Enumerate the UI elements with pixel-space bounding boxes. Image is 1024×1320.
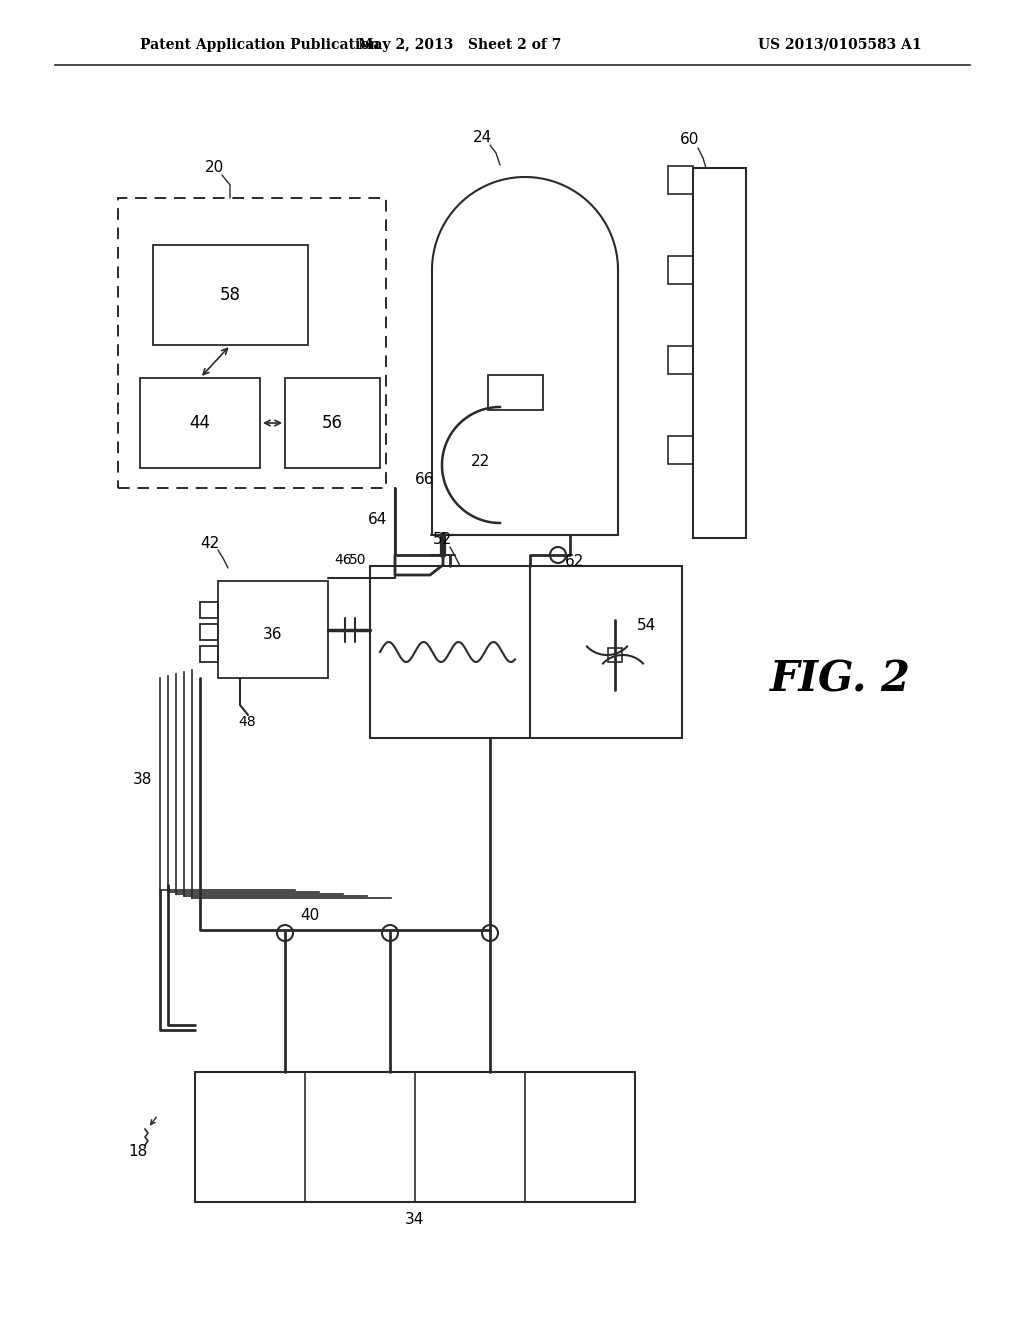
Text: 46: 46 [334,553,352,568]
Text: 50: 50 [349,553,367,568]
Text: 38: 38 [132,772,152,788]
Text: 44: 44 [189,414,211,432]
Bar [668,436,693,465]
Text: 58: 58 [220,286,241,304]
Bar [668,166,693,194]
Text: 54: 54 [637,618,656,632]
Bar [285,378,380,469]
Text: 48: 48 [239,715,256,729]
Text: 34: 34 [406,1213,425,1228]
Text: 60: 60 [680,132,699,148]
Bar [140,378,260,469]
Bar [370,566,682,738]
Text: 20: 20 [206,161,224,176]
Text: 52: 52 [433,532,453,548]
Bar [218,581,328,678]
Text: 66: 66 [416,473,435,487]
Bar [488,375,543,411]
Text: Patent Application Publication: Patent Application Publication [140,38,380,51]
Bar [153,246,308,345]
Bar [668,346,693,374]
Text: 36: 36 [263,627,283,642]
Text: 64: 64 [369,512,388,528]
Text: 56: 56 [322,414,343,432]
Bar [195,1072,635,1203]
Bar [608,648,622,663]
Text: 62: 62 [565,554,585,569]
Text: FIG. 2: FIG. 2 [769,659,910,701]
Bar [200,645,218,663]
Text: May 2, 2013   Sheet 2 of 7: May 2, 2013 Sheet 2 of 7 [358,38,562,51]
Text: 42: 42 [201,536,219,550]
Text: 22: 22 [470,454,489,470]
Bar [118,198,386,488]
Text: US 2013/0105583 A1: US 2013/0105583 A1 [758,38,922,51]
Bar [200,624,218,640]
Text: 40: 40 [300,908,319,923]
Text: 18: 18 [128,1144,147,1159]
Text: 24: 24 [473,131,493,145]
Bar [668,256,693,284]
Bar [200,602,218,618]
Bar [693,168,746,539]
